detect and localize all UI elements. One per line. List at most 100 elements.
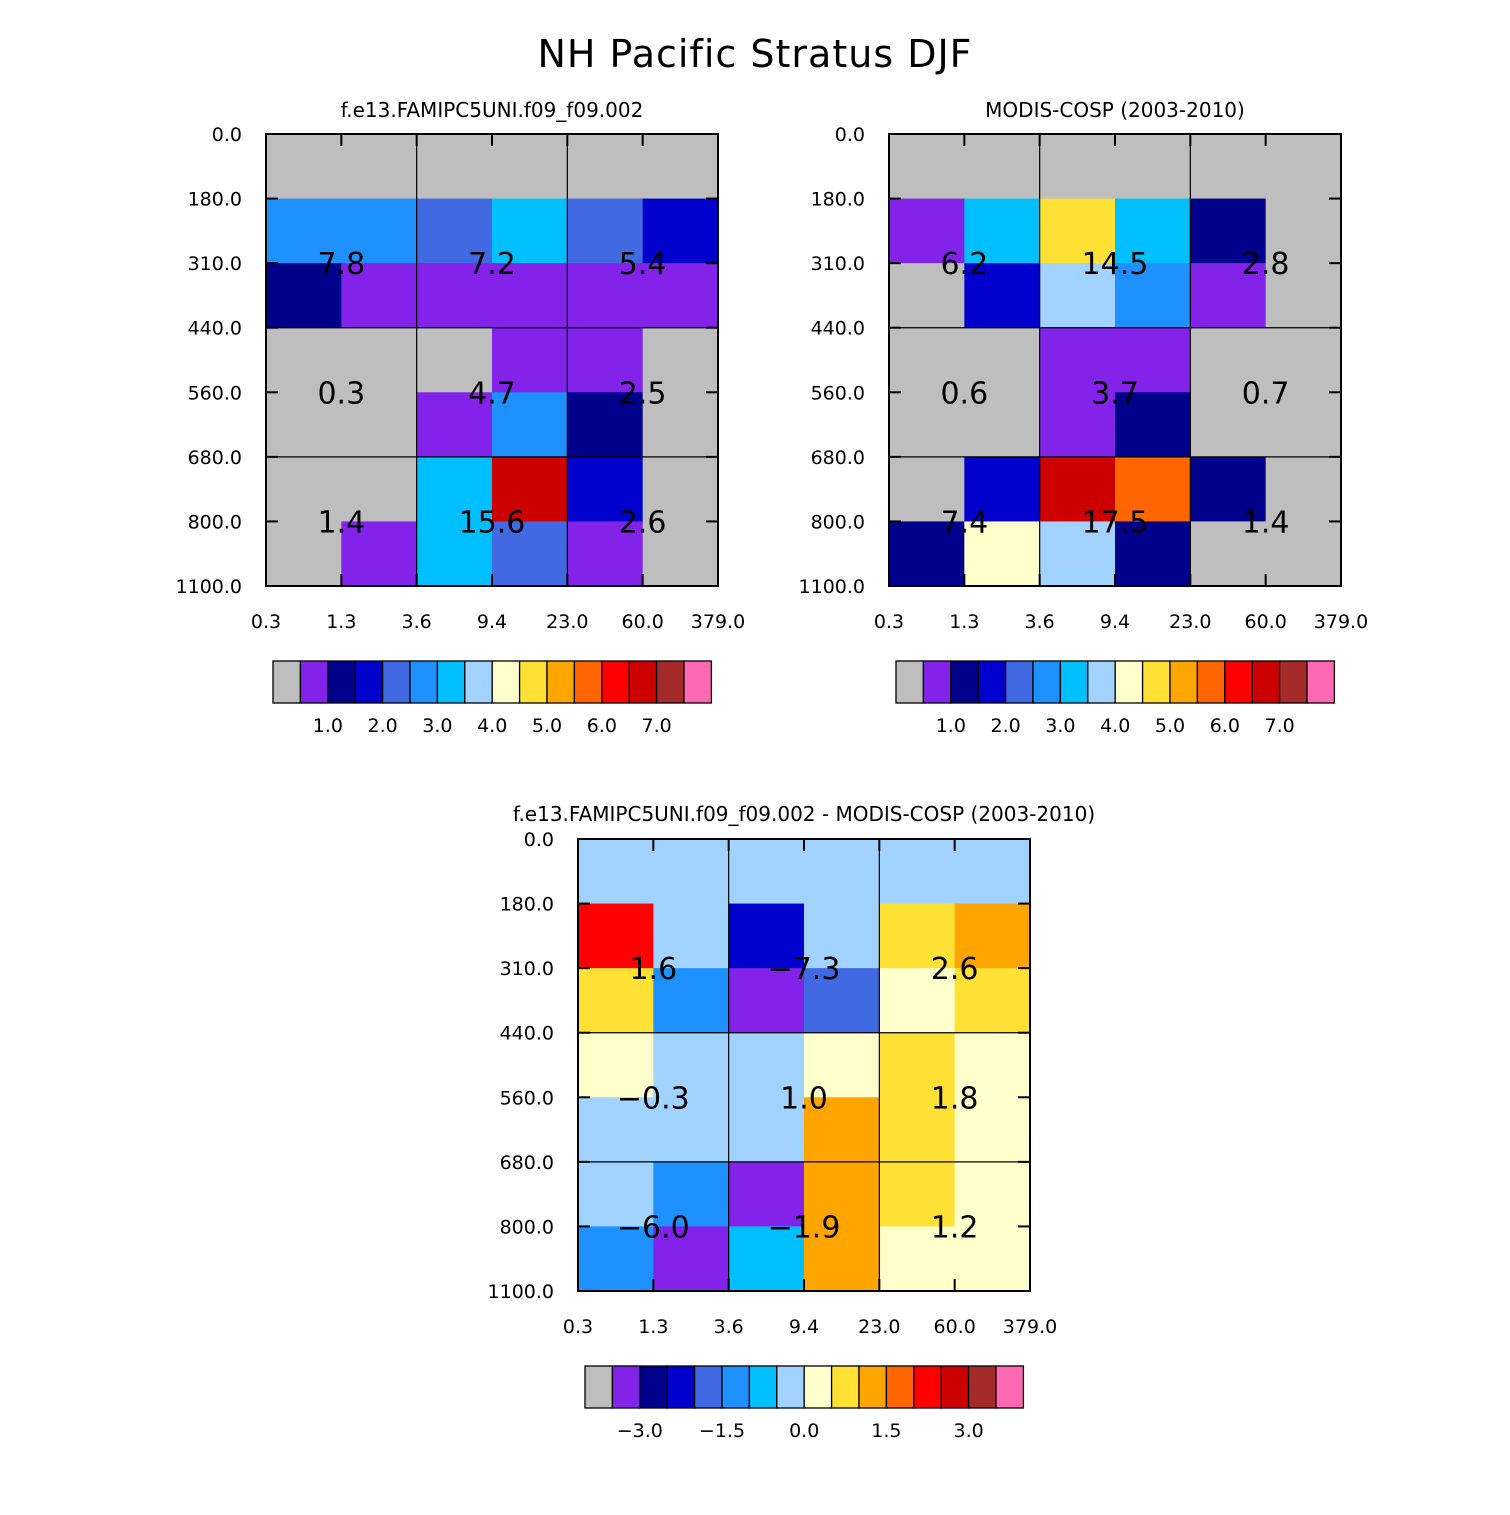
y-tick-label: 1100.0 bbox=[799, 576, 865, 598]
y-tick-label: 0.0 bbox=[835, 124, 865, 146]
box-value-label: 0.3 bbox=[317, 376, 365, 411]
y-tick-label: 1100.0 bbox=[176, 576, 242, 598]
colorbar-swatch bbox=[327, 660, 356, 704]
heatmap-cell bbox=[1190, 456, 1267, 523]
heatmap-cell bbox=[266, 327, 342, 393]
heatmap-cell bbox=[653, 1226, 730, 1292]
heatmap-cell bbox=[889, 521, 965, 587]
colorbar-label: 4.0 bbox=[477, 715, 507, 737]
heatmap-cell bbox=[879, 1032, 956, 1098]
box-value-label: −7.3 bbox=[768, 952, 841, 987]
colorbar-label: 6.0 bbox=[587, 715, 617, 737]
y-tick-label: 310.0 bbox=[188, 253, 242, 275]
heatmap-cell bbox=[578, 968, 654, 1034]
heatmap-cell bbox=[1039, 198, 1116, 264]
heatmap-cell bbox=[1190, 521, 1267, 587]
box-value-label: 2.6 bbox=[931, 952, 979, 987]
heatmap-cell bbox=[266, 392, 342, 458]
colorbar-swatch bbox=[601, 660, 630, 704]
colorbar-swatch bbox=[913, 1365, 942, 1409]
y-tick-label: 680.0 bbox=[188, 447, 242, 469]
heatmap-cell bbox=[341, 456, 418, 523]
heatmap-cell bbox=[1265, 327, 1342, 393]
y-tick-label: 680.0 bbox=[811, 447, 865, 469]
heatmap-cell bbox=[567, 392, 644, 458]
heatmap-cell bbox=[416, 327, 493, 393]
x-tick-label: 9.4 bbox=[789, 1316, 819, 1338]
heatmap-cell bbox=[1265, 521, 1342, 587]
colorbar-swatch bbox=[611, 1365, 641, 1409]
x-tick-label: 0.3 bbox=[563, 1316, 593, 1338]
y-tick-label: 310.0 bbox=[500, 958, 554, 980]
heatmap-cell bbox=[1265, 134, 1342, 200]
colorbar-swatch bbox=[584, 1365, 614, 1409]
heatmap-cell bbox=[492, 521, 568, 587]
heatmap-cell bbox=[889, 198, 965, 264]
heatmap-cell bbox=[653, 1161, 730, 1228]
heatmap-cell bbox=[578, 1226, 654, 1292]
x-tick-label: 3.6 bbox=[714, 1316, 744, 1338]
heatmap-cell bbox=[578, 839, 654, 905]
colorbar-swatch bbox=[721, 1365, 751, 1409]
colorbar-swatch bbox=[1004, 660, 1034, 704]
y-tick-label: 310.0 bbox=[811, 253, 865, 275]
colorbar-swatch bbox=[1087, 660, 1116, 704]
box-value-label: 4.7 bbox=[468, 376, 516, 411]
x-tick-label: 23.0 bbox=[546, 611, 588, 633]
colorbar-swatch bbox=[1278, 660, 1308, 704]
y-tick-label: 180.0 bbox=[500, 894, 554, 916]
box-value-label: 0.6 bbox=[940, 376, 988, 411]
heatmap-cell bbox=[1265, 392, 1342, 458]
y-tick-label: 560.0 bbox=[811, 382, 865, 404]
x-tick-label: 1.3 bbox=[326, 611, 356, 633]
colorbar-label: 0.0 bbox=[789, 1420, 819, 1442]
heatmap-cell bbox=[954, 1097, 1031, 1163]
colorbar-label: −3.0 bbox=[617, 1420, 663, 1442]
colorbar-label: 3.0 bbox=[1045, 715, 1075, 737]
heatmap-cell bbox=[1115, 456, 1191, 523]
colorbar-label: 3.0 bbox=[422, 715, 452, 737]
box-value-label: 7.2 bbox=[468, 247, 516, 282]
box-value-label: 1.2 bbox=[931, 1210, 979, 1245]
panel-title: f.e13.FAMIPC5UNI.f09_f09.002 - MODIS-COS… bbox=[513, 802, 1095, 826]
heatmap-cell bbox=[416, 263, 493, 329]
colorbar-label: 1.0 bbox=[936, 715, 966, 737]
colorbar-swatch bbox=[803, 1365, 833, 1409]
heatmap-cell bbox=[642, 521, 719, 587]
heatmap-cell bbox=[492, 327, 568, 393]
y-tick-label: 440.0 bbox=[811, 318, 865, 340]
colorbar-swatch bbox=[1251, 660, 1281, 704]
heatmap-cell bbox=[1039, 392, 1116, 458]
x-tick-label: 1.3 bbox=[949, 611, 979, 633]
heatmap-cell bbox=[1265, 263, 1342, 329]
colorbar-swatch bbox=[639, 1365, 668, 1409]
panel-3: f.e13.FAMIPC5UNI.f09_f09.002 - MODIS-COS… bbox=[488, 802, 1096, 1442]
heatmap-cell bbox=[954, 1226, 1031, 1292]
heatmap-cell bbox=[1115, 327, 1191, 393]
panel-title: MODIS-COSP (2003-2010) bbox=[985, 98, 1245, 122]
x-tick-label: 23.0 bbox=[858, 1316, 900, 1338]
colorbar-label: 6.0 bbox=[1210, 715, 1240, 737]
box-value-label: −6.0 bbox=[617, 1210, 690, 1245]
colorbar-swatch bbox=[895, 660, 925, 704]
x-tick-label: 23.0 bbox=[1169, 611, 1211, 633]
colorbar-swatch bbox=[940, 1365, 970, 1409]
panel-1: f.e13.FAMIPC5UNI.f09_f09.002 0.0 180.0 310.… bbox=[176, 98, 746, 737]
heatmap-cell bbox=[341, 392, 418, 458]
heatmap-cell bbox=[578, 1097, 654, 1163]
colorbar-swatch bbox=[830, 1365, 860, 1409]
colorbar-swatch bbox=[518, 660, 548, 704]
colorbar-swatch bbox=[885, 1365, 915, 1409]
heatmap-cell bbox=[653, 968, 730, 1034]
heatmap-cell bbox=[879, 968, 956, 1034]
colorbar-swatch bbox=[858, 1365, 888, 1409]
colorbar-swatch bbox=[693, 1365, 723, 1409]
colorbar-swatch bbox=[683, 660, 713, 704]
heatmap-cell bbox=[341, 134, 418, 200]
heatmap-cell bbox=[1115, 134, 1191, 200]
heatmap-cell bbox=[416, 456, 493, 523]
box-value-label: 1.4 bbox=[1242, 505, 1290, 540]
colorbar-swatch bbox=[950, 660, 979, 704]
panel-2: MODIS-COSP (2003-2010) 0.0 180.0 310.0 440.0… bbox=[799, 98, 1369, 737]
heatmap-cell bbox=[804, 1161, 880, 1228]
